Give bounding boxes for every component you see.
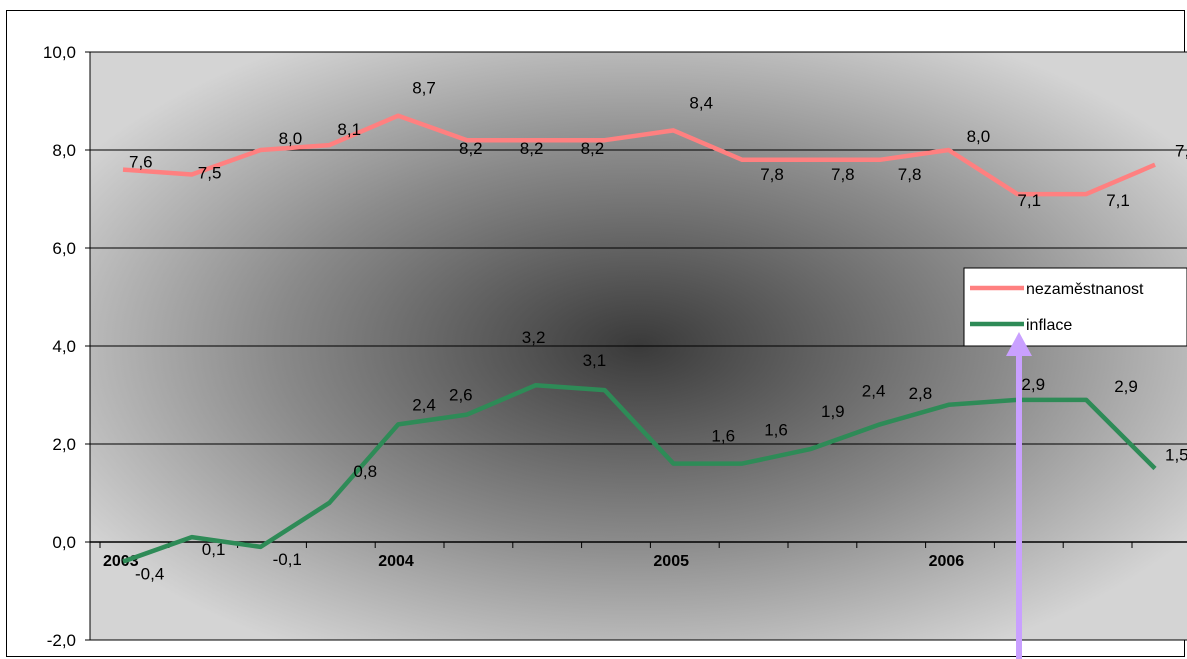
data-label: 3,1 [583,351,607,370]
data-label: 8,2 [581,139,605,158]
y-tick-label: 0,0 [52,533,76,552]
y-tick-label: 6,0 [52,239,76,258]
data-label: 2,4 [862,381,886,400]
data-label: 3,2 [522,328,546,347]
data-label: 8,0 [967,127,991,146]
data-label: 7,8 [760,165,784,184]
legend-label: nezaměstnanost [1026,281,1144,298]
annotation-arrow [1006,332,1032,659]
x-tick-label: 2006 [929,553,965,570]
series-line-inflace [122,382,1157,564]
y-tick-label: 8,0 [52,141,76,160]
data-label: 7,6 [129,153,153,172]
legend-box [963,267,1187,347]
data-label: 7,8 [898,165,922,184]
data-label: 8,2 [520,139,544,158]
data-label: 7,5 [198,164,222,183]
data-label: 7,8 [831,165,855,184]
data-label: 7,1 [1106,191,1130,210]
data-label: 8,4 [689,93,713,112]
y-axis: 10,0 8,0 6,0 4,0 2,0 0,0 -2,0 [43,43,91,650]
legend-label: inflace [1026,317,1072,334]
y-tick-label: 10,0 [43,43,76,62]
data-label: 2,8 [909,384,933,403]
x-tick-label: 2004 [378,553,414,570]
data-labels: 7,6 7,5 8,0 8,1 8,7 8,2 8,2 8,2 8,4 7,8 7,8 7,8 8,0 7… [129,79,1187,584]
data-label: 1,6 [764,421,788,440]
arrow-head [1006,332,1032,356]
y-tick-label: 2,0 [52,435,76,454]
series-group [122,113,1157,564]
data-label: 8,1 [337,120,361,139]
data-label: 2,6 [449,386,473,405]
data-label: 0,1 [202,540,226,559]
data-label: 0,8 [353,462,377,481]
series-line-nezaměstnanost [122,113,1156,197]
data-label: 1,5 [1165,446,1187,465]
data-label: 8,0 [279,129,303,148]
data-label: 2,9 [1114,377,1138,396]
data-label: 2,9 [1021,375,1045,394]
data-label: 1,6 [711,427,735,446]
data-label: 8,2 [459,139,483,158]
data-label: 8,7 [412,79,436,98]
y-tick-label: -2,0 [47,631,76,650]
data-label: 2,4 [412,395,436,414]
data-label: 7,7 [1175,142,1187,161]
data-label: 7,1 [1017,191,1041,210]
data-label: -0,1 [273,550,302,569]
legend: nezaměstnanost inflace [963,267,1187,347]
y-tick-label: 4,0 [52,337,76,356]
data-label: -0,4 [135,565,164,584]
data-label: 1,9 [821,402,845,421]
x-tick-label: 2005 [653,553,689,570]
